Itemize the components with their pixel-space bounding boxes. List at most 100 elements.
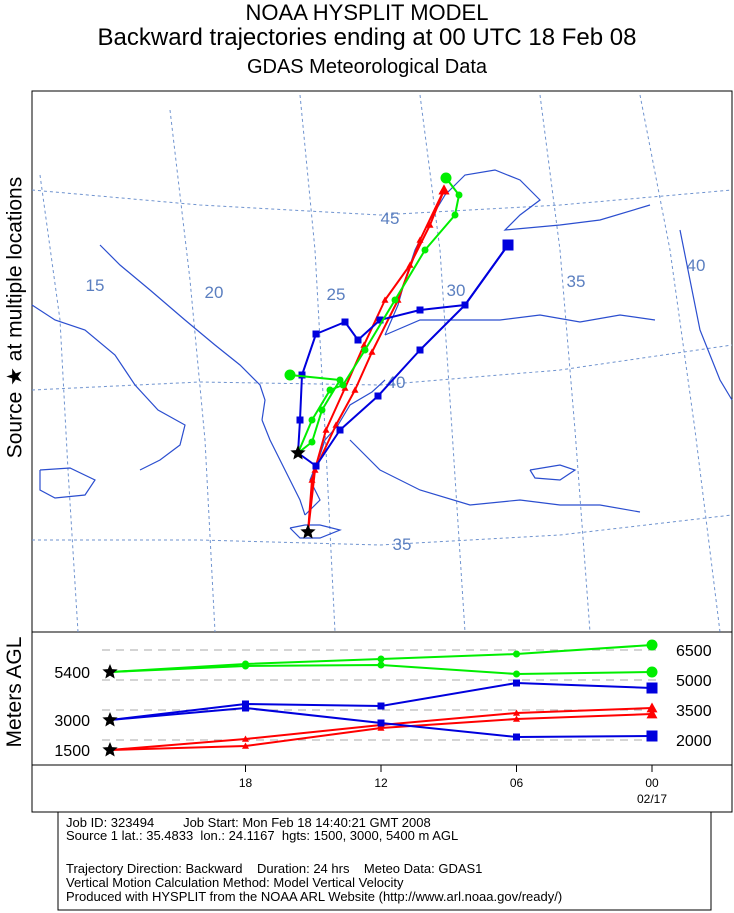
triangle-marker	[438, 184, 450, 195]
triangle-marker	[332, 421, 340, 428]
source-side-label: Source ★ at multiple locations	[3, 153, 28, 483]
circle-marker	[242, 662, 249, 670]
x-tick-label: 06	[510, 776, 524, 790]
source-star-icon	[300, 524, 316, 539]
circle-marker	[377, 661, 385, 669]
square-marker	[354, 336, 362, 344]
trajectory-lines	[284, 172, 514, 539]
red-trajectory-line	[307, 189, 445, 533]
circle-marker	[451, 211, 459, 219]
y-tick-label-right: 6500	[676, 643, 712, 660]
triangle-marker	[426, 221, 434, 228]
height-source-star-icon	[102, 664, 118, 679]
parallel-line	[32, 514, 733, 546]
height-profile: 5400 3000 1500 6500 5000 3500 2000 18 12 06 00 02/1…	[54, 639, 712, 806]
height-source-star-icon	[102, 742, 118, 757]
parallel-line	[31, 189, 733, 216]
meridian-line	[169, 109, 216, 633]
lat-lon-grid: 15 20 25 30 35 40 45 40 35	[31, 94, 733, 633]
meridian-label: 40	[687, 256, 706, 275]
y-axis-title: Meters AGL	[3, 636, 26, 748]
square-marker	[336, 426, 344, 434]
circle-marker	[336, 376, 344, 384]
green-trajectory-line	[297, 177, 460, 454]
square-marker	[461, 301, 469, 309]
red-trajectory-line	[307, 189, 445, 533]
circle-marker	[308, 438, 316, 446]
parallel-label: 45	[381, 209, 400, 228]
square-marker	[513, 679, 520, 687]
coastline	[384, 314, 656, 336]
square-marker	[416, 346, 424, 354]
square-marker	[646, 730, 658, 742]
coastline	[679, 229, 733, 401]
square-marker	[242, 700, 249, 708]
coastline	[99, 244, 266, 421]
triangle-marker	[513, 709, 520, 716]
square-marker	[416, 306, 424, 314]
square-marker	[646, 682, 658, 694]
meridian-line	[419, 94, 466, 633]
source-suffix: at multiple locations	[3, 176, 27, 362]
coastline	[304, 379, 386, 516]
chart-subtitle: Backward trajectories ending at 00 UTC 1…	[97, 24, 637, 51]
blue-height-line	[109, 682, 653, 721]
source-star-icon	[290, 445, 306, 460]
chart-title: NOAA HYSPLIT MODEL	[245, 0, 489, 25]
coastline	[289, 524, 342, 539]
square-marker	[377, 719, 385, 727]
circle-marker	[326, 386, 334, 394]
triangle-marker	[381, 296, 389, 303]
circle-marker	[646, 639, 658, 651]
square-marker	[502, 239, 514, 251]
map-frame	[31, 90, 733, 633]
y-tick-label-right: 5000	[676, 673, 712, 690]
triangle-marker	[242, 735, 249, 742]
source-prefix: Source	[3, 391, 27, 459]
meridian-label: 30	[447, 281, 466, 300]
triangle-marker	[351, 386, 359, 393]
star-icon: ★	[3, 367, 27, 386]
x-tick-label: 12	[374, 776, 388, 790]
meridian-line	[39, 174, 79, 633]
info-line-vertical-motion: Vertical Motion Calculation Method: Mode…	[66, 875, 404, 890]
meridian-label: 35	[567, 272, 586, 291]
y-tick-label-left: 5400	[54, 665, 90, 682]
coastline	[529, 464, 577, 481]
circle-marker	[421, 246, 429, 254]
square-marker	[242, 704, 249, 712]
square-marker	[374, 392, 382, 400]
circle-marker	[440, 172, 452, 184]
circle-marker	[318, 406, 326, 414]
circle-marker	[513, 670, 520, 678]
parallel-label: 35	[393, 535, 412, 554]
y-tick-label-left: 1500	[54, 743, 90, 760]
red-height-line	[109, 713, 653, 751]
circle-marker	[308, 416, 316, 424]
triangle-marker	[646, 702, 658, 713]
data-source-label: GDAS Meteorological Data	[246, 56, 488, 78]
triangle-marker	[646, 708, 658, 719]
circle-marker	[377, 655, 385, 663]
square-marker	[377, 702, 385, 710]
meridian-line	[639, 94, 721, 633]
coastline	[39, 467, 96, 499]
triangle-marker	[360, 341, 368, 348]
height-source-star-icon	[102, 712, 118, 727]
meridian-label: 15	[86, 276, 105, 295]
x-tick-label: 18	[239, 776, 253, 790]
square-marker	[312, 330, 320, 338]
x-date-label: 02/17	[637, 792, 667, 806]
x-tick-label: 00	[645, 776, 659, 790]
circle-marker	[513, 650, 520, 658]
meridian-label: 20	[205, 283, 224, 302]
info-line-produced: Produced with HYSPLIT from the NOAA ARL …	[66, 889, 563, 904]
square-marker	[298, 371, 306, 379]
circle-marker	[391, 296, 399, 304]
triangle-marker	[513, 715, 520, 722]
square-marker	[312, 462, 320, 470]
circle-marker	[646, 666, 658, 678]
y-tick-label-left: 3000	[54, 713, 90, 730]
blue-trajectory-line	[297, 244, 509, 467]
